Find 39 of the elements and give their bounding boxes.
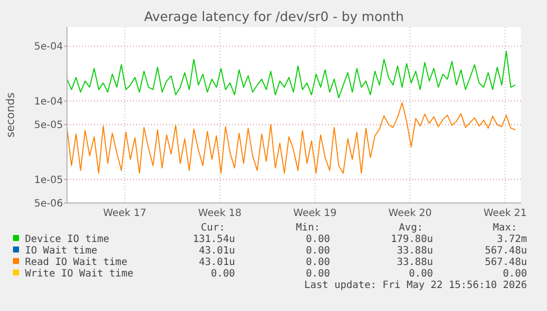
- text: Min:: [296, 222, 320, 234]
- y-tick-label: 1e-05: [34, 174, 63, 186]
- x-tick-label: Week 19: [293, 208, 337, 219]
- y-tick-label: 5e-05: [34, 120, 63, 132]
- text: 43.01u: [198, 257, 235, 268]
- legend-label: IO Wait time: [25, 246, 98, 256]
- x-tick-label: Week 21: [483, 208, 527, 219]
- text: 0.00: [210, 268, 235, 280]
- text: Max:: [492, 222, 517, 234]
- x-tick-label: Week 20: [388, 208, 432, 219]
- text: Avg:: [398, 222, 423, 234]
- text: 131.54u: [192, 234, 235, 245]
- y-axis-title: seconds: [4, 92, 17, 138]
- legend-label: Read IO Wait time: [25, 257, 128, 268]
- text: 179.80u: [390, 234, 433, 245]
- text: 0.00: [306, 257, 330, 268]
- text: Cur:: [200, 222, 225, 234]
- text: 33.88u: [396, 246, 433, 256]
- chart-title: Average latency for /dev/sr0 - by month: [144, 10, 404, 25]
- text: 567.48u: [484, 257, 527, 268]
- text: 0.00: [306, 234, 330, 245]
- text: 0.00: [306, 246, 330, 256]
- line-series: [66, 102, 516, 174]
- text: 0.00: [502, 268, 527, 280]
- legend-label: Device IO time: [25, 234, 110, 245]
- text: 33.88u: [396, 257, 433, 268]
- text: 43.01u: [198, 246, 235, 256]
- text: 567.48u: [484, 246, 527, 256]
- text: 3.72m: [496, 234, 527, 245]
- line-series: [66, 50, 516, 98]
- y-tick-label: 5e-06: [34, 198, 63, 210]
- text: Last update: Fri May 22 15:56:10 2026: [304, 280, 527, 291]
- legend-label: Write IO Wait time: [25, 268, 134, 280]
- y-tick-label: 1e-04: [34, 96, 63, 108]
- x-tick-label: Week 18: [198, 208, 242, 219]
- text: 0.00: [306, 268, 330, 280]
- x-tick-label: Week 17: [103, 208, 146, 219]
- text: 0.00: [408, 268, 433, 280]
- y-tick-label: 5e-04: [34, 42, 63, 53]
